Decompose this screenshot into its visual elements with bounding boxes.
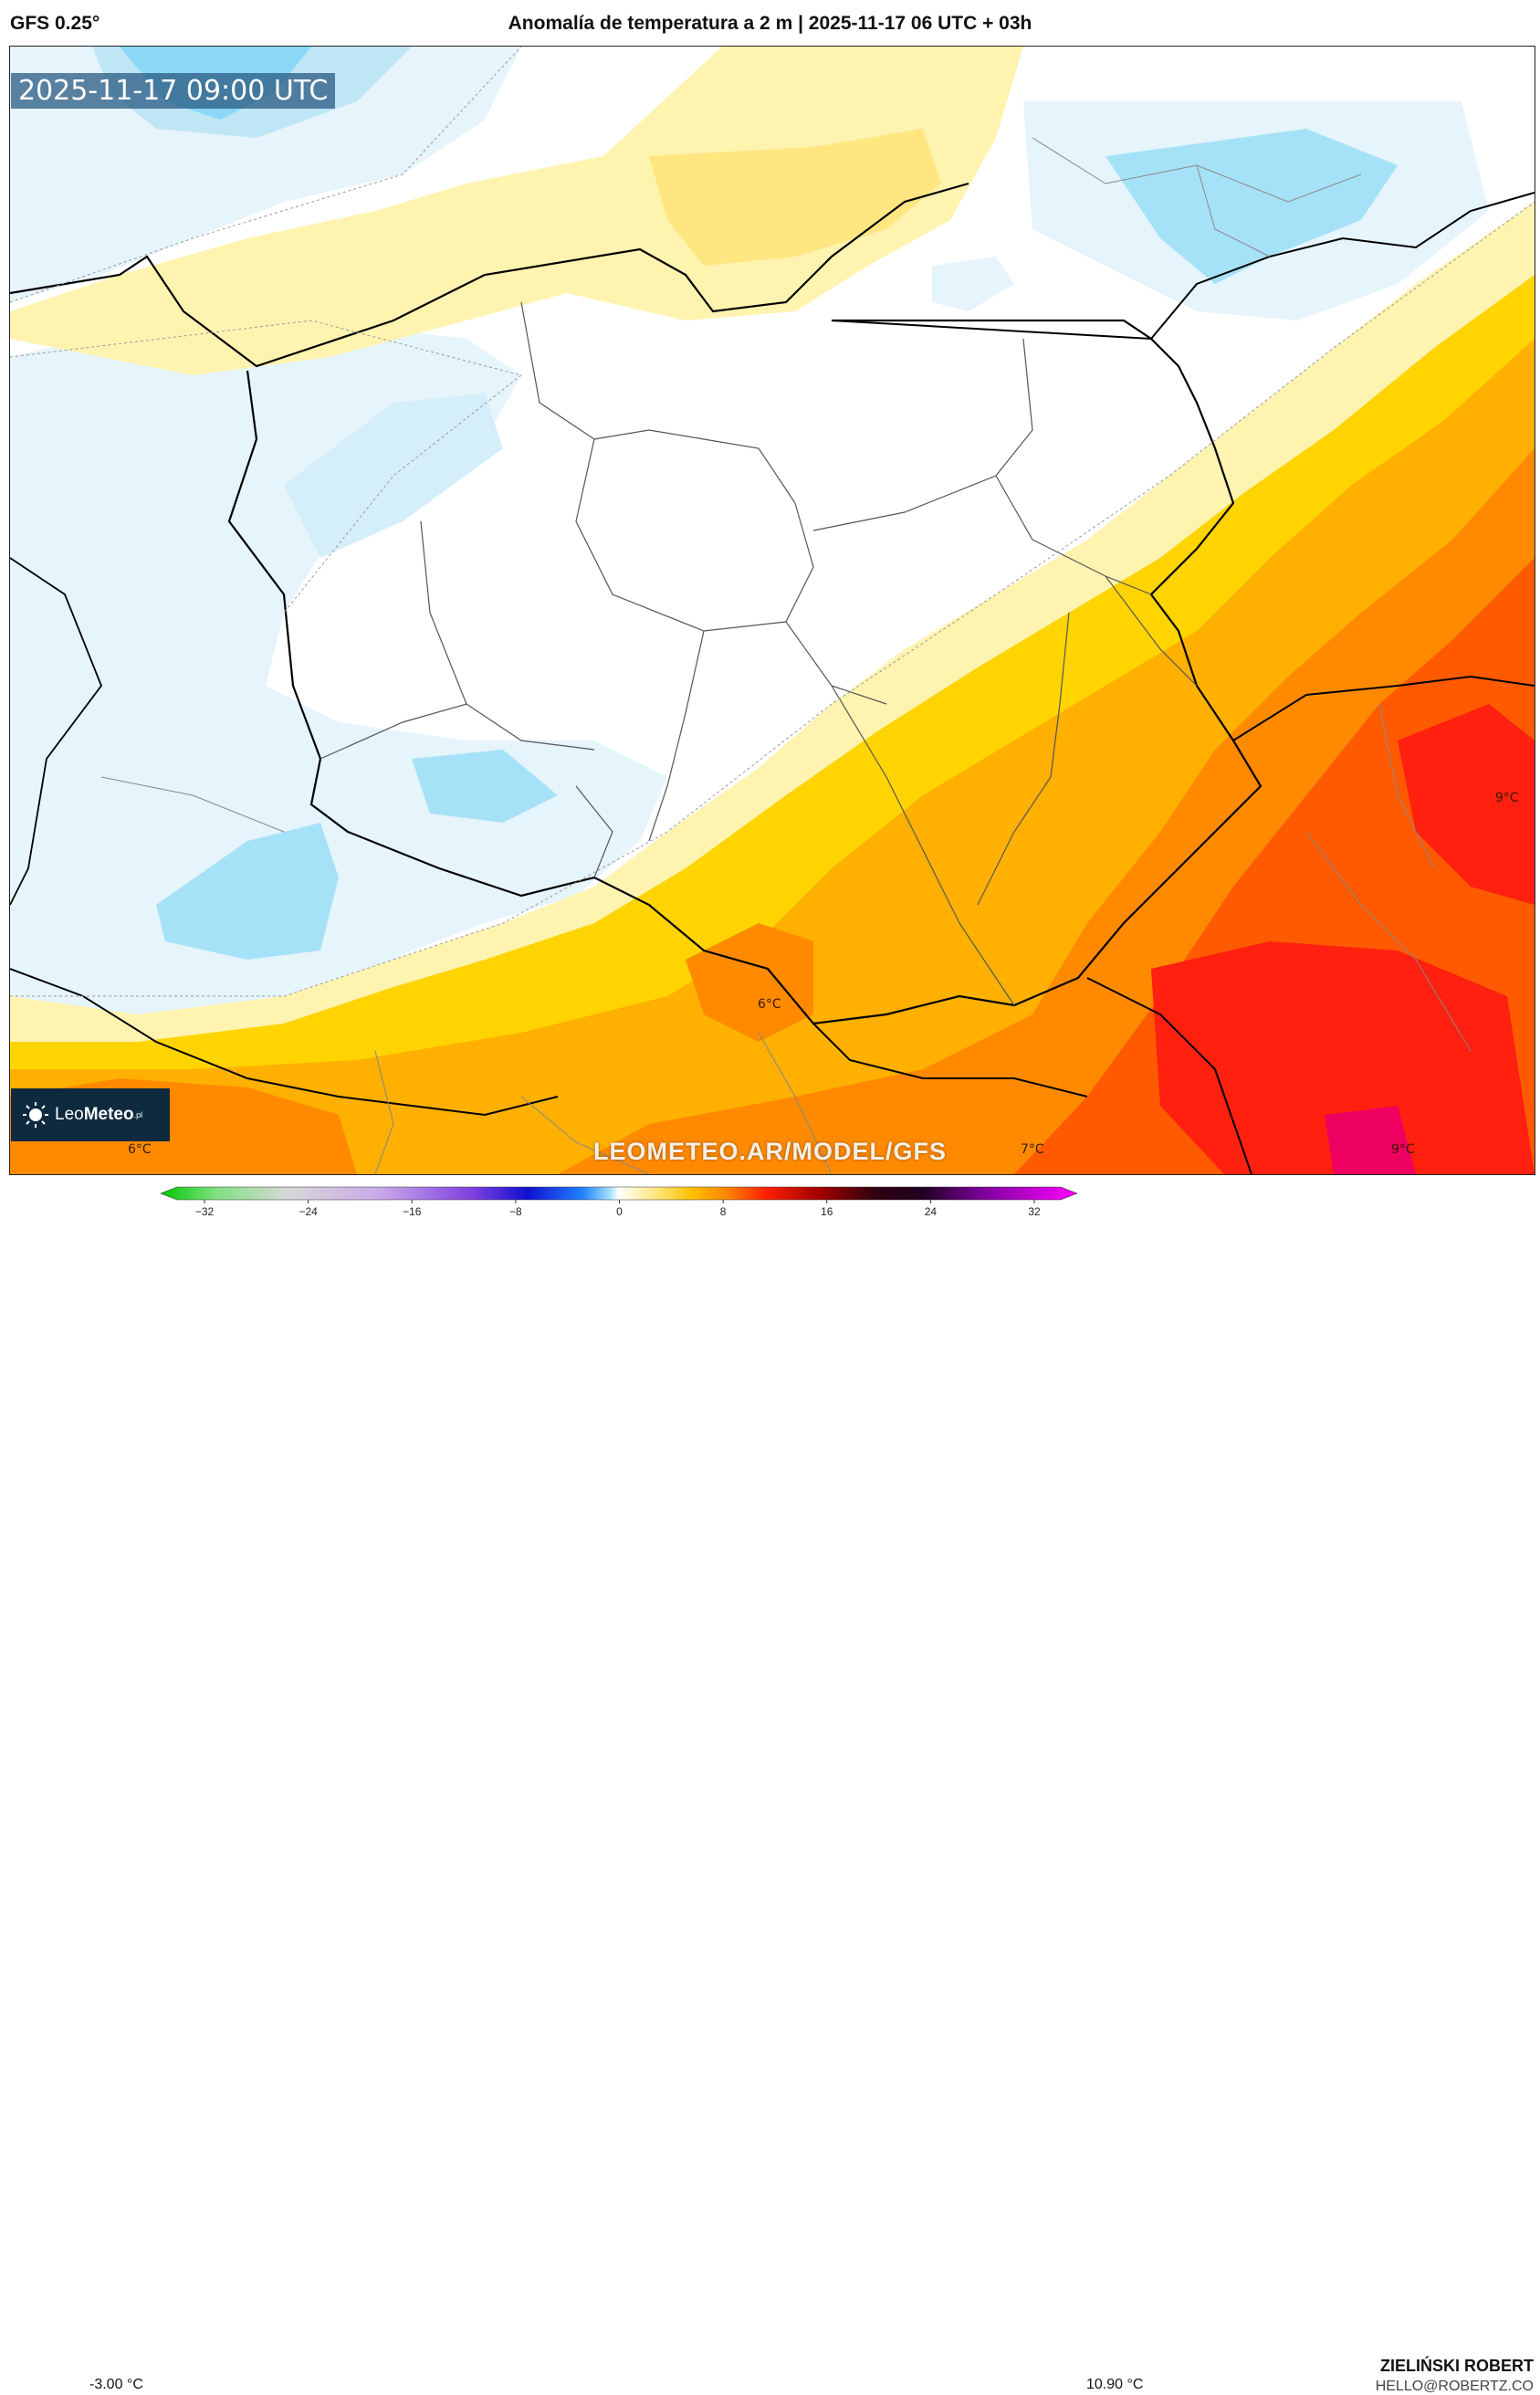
footer: -3.00 °C: [0, 1175, 1540, 2394]
colorbar-tick-label: −24: [299, 1205, 318, 1218]
coastline-baltic: [10, 182, 969, 368]
value-label: 9°C: [1391, 1142, 1415, 1157]
cold-zone-lakes: [932, 257, 1014, 311]
cold-zone-west: [10, 320, 667, 1024]
colorbar-min-value: -3.00 °C: [89, 2377, 143, 2392]
sun-icon: [23, 1102, 48, 1128]
colorbar-tick-label: 32: [1028, 1205, 1041, 1218]
value-label: 6°C: [128, 1142, 152, 1157]
colorbar-tick-label: −32: [195, 1205, 215, 1218]
anomaly-map: [10, 47, 1535, 1174]
border-lithuania: [1150, 192, 1535, 340]
foreign-regional-boundaries: [100, 137, 1472, 1174]
brand-name: Meteo: [83, 1105, 134, 1124]
border-germany-west: [10, 557, 103, 906]
border-ukraine-romania: [1086, 977, 1252, 1174]
model-label: GFS 0.25°: [10, 13, 100, 34]
warm-zone-north-yellow: [649, 129, 941, 266]
warm-zone-hot: [1325, 1106, 1416, 1174]
border-kaliningrad: [831, 320, 1152, 340]
colorbar-max-value: 10.90 °C: [1086, 2377, 1144, 2392]
watermark-url[interactable]: LEOMETEO.AR/MODEL/GFS: [592, 1138, 947, 1165]
valid-time-badge: 2025-11-17 09:00 UTC: [11, 73, 336, 109]
brand-prefix: Leo: [55, 1105, 84, 1124]
border-poland: [227, 319, 1262, 1025]
border-belarus-ukraine: [1232, 675, 1535, 741]
warm-zone-red-east: [1398, 704, 1535, 905]
leometeo-logo[interactable]: Leo Meteo .pl: [11, 1088, 170, 1141]
cold-zone-south-strong: [412, 750, 558, 823]
colorbar-tick-label: 24: [925, 1205, 938, 1218]
map-title: Anomalía de temperatura a 2 m | 2025-11-…: [508, 13, 1032, 34]
border-slovakia: [812, 1023, 1088, 1098]
colorbar-tick-label: −8: [509, 1205, 522, 1218]
warm-zone-carpathian-orange: [686, 923, 813, 1042]
colorbar-tick-label: 16: [821, 1205, 833, 1218]
map-panel[interactable]: [9, 46, 1535, 1175]
cold-zone-northeast-strong: [1105, 129, 1398, 284]
colorbar: −32 −24 −16 −8 0 8 16 24 32: [160, 1186, 1078, 1218]
colorbar-tick-label: 8: [720, 1205, 727, 1218]
value-label: 6°C: [758, 997, 781, 1012]
cold-zone-southwest-strong: [156, 823, 339, 960]
border-czechia-south: [10, 968, 559, 1117]
value-label: 9°C: [1495, 791, 1519, 805]
value-label: 7°C: [1021, 1142, 1044, 1157]
warm-zone-red-southeast: [1151, 941, 1535, 1174]
header: GFS 0.25° Anomalía de temperatura a 2 m …: [0, 0, 1540, 46]
contour-lines: [10, 47, 1535, 997]
brand-suffix: .pl: [133, 1110, 143, 1119]
author-contact[interactable]: HELLO@ROBERTZ.CO: [1375, 2379, 1534, 2394]
colorbar-tick-label: 0: [616, 1205, 623, 1218]
colorbar-tick-label: −16: [403, 1205, 422, 1218]
author-name: ZIELIŃSKI ROBERT: [1379, 2357, 1534, 2375]
cold-zone-west-mid: [284, 394, 503, 558]
warm-zone-north-pale: [10, 47, 1023, 375]
